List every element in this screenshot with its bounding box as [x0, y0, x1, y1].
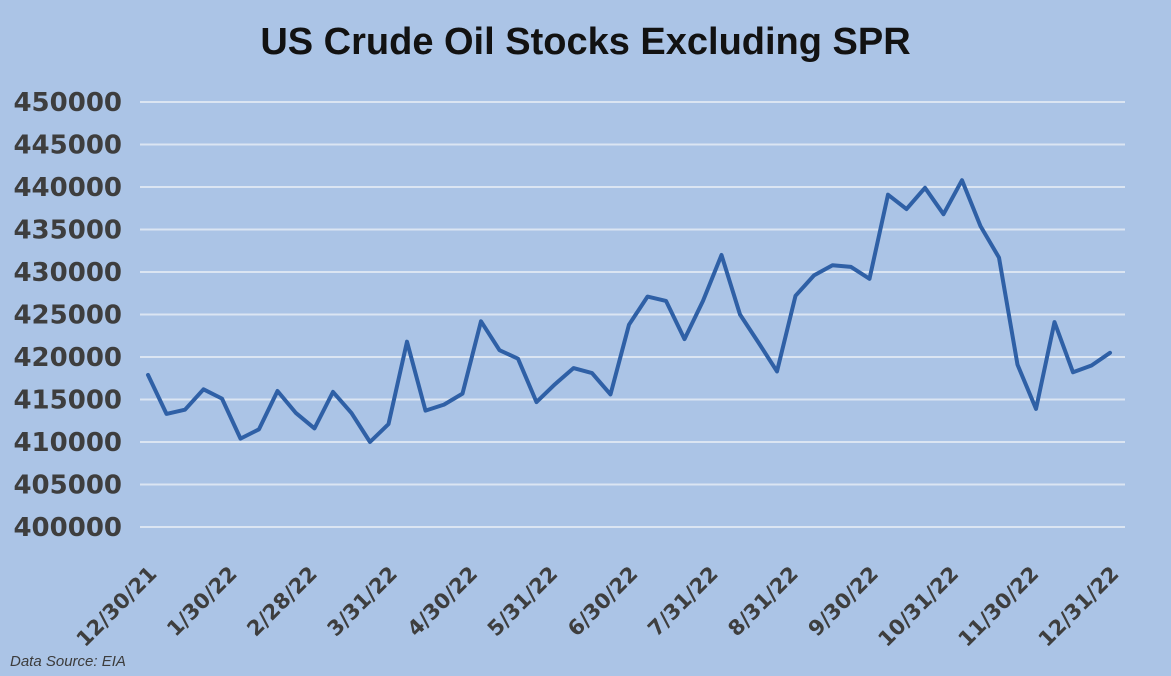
y-axis-label: 430000	[13, 258, 122, 288]
x-axis-label: 9/30/22	[804, 562, 883, 641]
x-axis-label: 6/30/22	[563, 562, 642, 641]
x-axis-label: 8/31/22	[723, 562, 802, 641]
y-axis-label: 420000	[13, 343, 122, 373]
x-axis-label: 3/31/22	[323, 562, 402, 641]
y-axis-label: 445000	[13, 131, 122, 161]
x-axis-label: 12/31/22	[1034, 562, 1124, 652]
y-axis-label: 400000	[13, 513, 122, 543]
data-line	[146, 178, 1112, 444]
y-axis-label: 405000	[13, 471, 122, 501]
x-axis-label: 1/30/22	[162, 562, 241, 641]
y-axis-label: 410000	[13, 428, 122, 458]
x-axis-label: 10/31/22	[873, 562, 963, 652]
x-axis-label: 11/30/22	[954, 562, 1044, 652]
x-axis-label: 4/30/22	[403, 562, 482, 641]
x-axis-label: 7/31/22	[643, 562, 722, 641]
data-source-note: Data Source: EIA	[10, 653, 126, 670]
x-axis-label: 2/28/22	[242, 562, 321, 641]
y-axis-label: 425000	[13, 301, 122, 331]
chart-title: US Crude Oil Stocks Excluding SPR	[260, 21, 911, 63]
y-axis-label: 450000	[13, 88, 122, 118]
y-axis-label: 415000	[13, 386, 122, 416]
x-axis-label: 12/30/21	[72, 562, 162, 652]
y-axis-label: 435000	[13, 216, 122, 246]
y-axis-label: 440000	[13, 173, 122, 203]
x-axis-label: 5/31/22	[483, 562, 562, 641]
